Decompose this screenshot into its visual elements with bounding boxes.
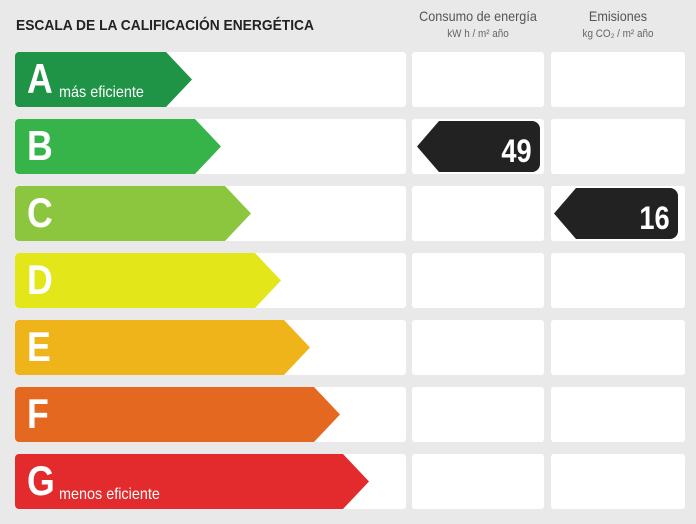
energy-cell (412, 52, 544, 107)
rating-arrow-g: G menos eficiente (15, 454, 369, 509)
emissions-value: 16 (639, 200, 670, 236)
energy-marker: 49 (417, 121, 540, 172)
energy-column-header: Consumo de energía kW h / m² año (419, 8, 538, 40)
rating-letter: E (27, 323, 51, 370)
energy-cell (412, 186, 544, 241)
rating-letter: G (27, 457, 55, 504)
energy-cell (412, 387, 544, 442)
energy-cell (412, 253, 544, 308)
emissions-cell (551, 253, 685, 308)
emissions-cell (551, 119, 685, 174)
energy-cell: 49 (412, 119, 544, 174)
energy-cell (412, 454, 544, 509)
rating-arrow-f: F (15, 387, 340, 442)
rating-letter: D (27, 256, 53, 303)
emissions-header-label: Emisiones (588, 8, 648, 24)
emissions-header-unit: kg CO₂ / m² año (582, 28, 654, 40)
energy-header-unit: kW h / m² año (447, 28, 509, 40)
rating-arrow-c: C (15, 186, 251, 241)
emissions-cell (551, 454, 685, 509)
rating-letter: F (27, 390, 49, 437)
emissions-cell: 16 (551, 186, 685, 241)
emissions-cell (551, 387, 685, 442)
emissions-cell (551, 52, 685, 107)
energy-cell (412, 320, 544, 375)
energy-header-label: Consumo de energía (419, 8, 537, 24)
rating-letter: B (27, 122, 53, 169)
page-title: ESCALA DE LA CALIFICACIÓN ENERGÉTICA (16, 17, 314, 34)
rating-caption: menos eficiente (59, 486, 160, 503)
emissions-marker: 16 (554, 188, 678, 239)
energy-value: 49 (501, 133, 532, 169)
rating-letter: A (27, 55, 53, 102)
emissions-cell (551, 320, 685, 375)
rating-arrow-a: A más eficiente (15, 52, 192, 107)
rating-arrow-e: E (15, 320, 310, 375)
rating-caption: más eficiente (59, 84, 144, 101)
emissions-column-header: Emisiones kg CO₂ / m² año (558, 8, 679, 40)
rating-arrow-b: B (15, 119, 221, 174)
rating-arrow-d: D (15, 253, 281, 308)
rating-letter: C (27, 189, 53, 236)
